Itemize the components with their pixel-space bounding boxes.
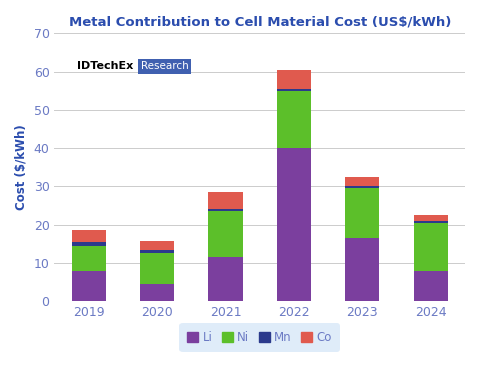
- Bar: [345, 238, 380, 301]
- Title: Metal Contribution to Cell Material Cost (US$/kWh): Metal Contribution to Cell Material Cost…: [69, 15, 451, 28]
- Text: IDTechEx: IDTechEx: [77, 62, 133, 72]
- Bar: [277, 148, 311, 301]
- Legend: Li, Ni, Mn, Co: Li, Ni, Mn, Co: [182, 326, 337, 349]
- Bar: [208, 192, 242, 209]
- Bar: [140, 284, 174, 301]
- Bar: [345, 186, 380, 188]
- Y-axis label: Cost ($/kWh): Cost ($/kWh): [15, 124, 28, 210]
- Bar: [72, 230, 106, 242]
- Bar: [72, 271, 106, 301]
- Bar: [72, 246, 106, 271]
- Bar: [277, 70, 311, 89]
- Bar: [414, 215, 448, 221]
- Bar: [208, 209, 242, 211]
- Bar: [414, 223, 448, 271]
- Bar: [140, 250, 174, 253]
- Bar: [345, 188, 380, 238]
- Bar: [208, 257, 242, 301]
- Text: Research: Research: [141, 62, 188, 72]
- Bar: [208, 211, 242, 257]
- Bar: [414, 221, 448, 223]
- Bar: [277, 91, 311, 148]
- Bar: [140, 253, 174, 284]
- Bar: [345, 177, 380, 186]
- Bar: [140, 241, 174, 250]
- Bar: [72, 242, 106, 246]
- Bar: [414, 271, 448, 301]
- Bar: [277, 89, 311, 91]
